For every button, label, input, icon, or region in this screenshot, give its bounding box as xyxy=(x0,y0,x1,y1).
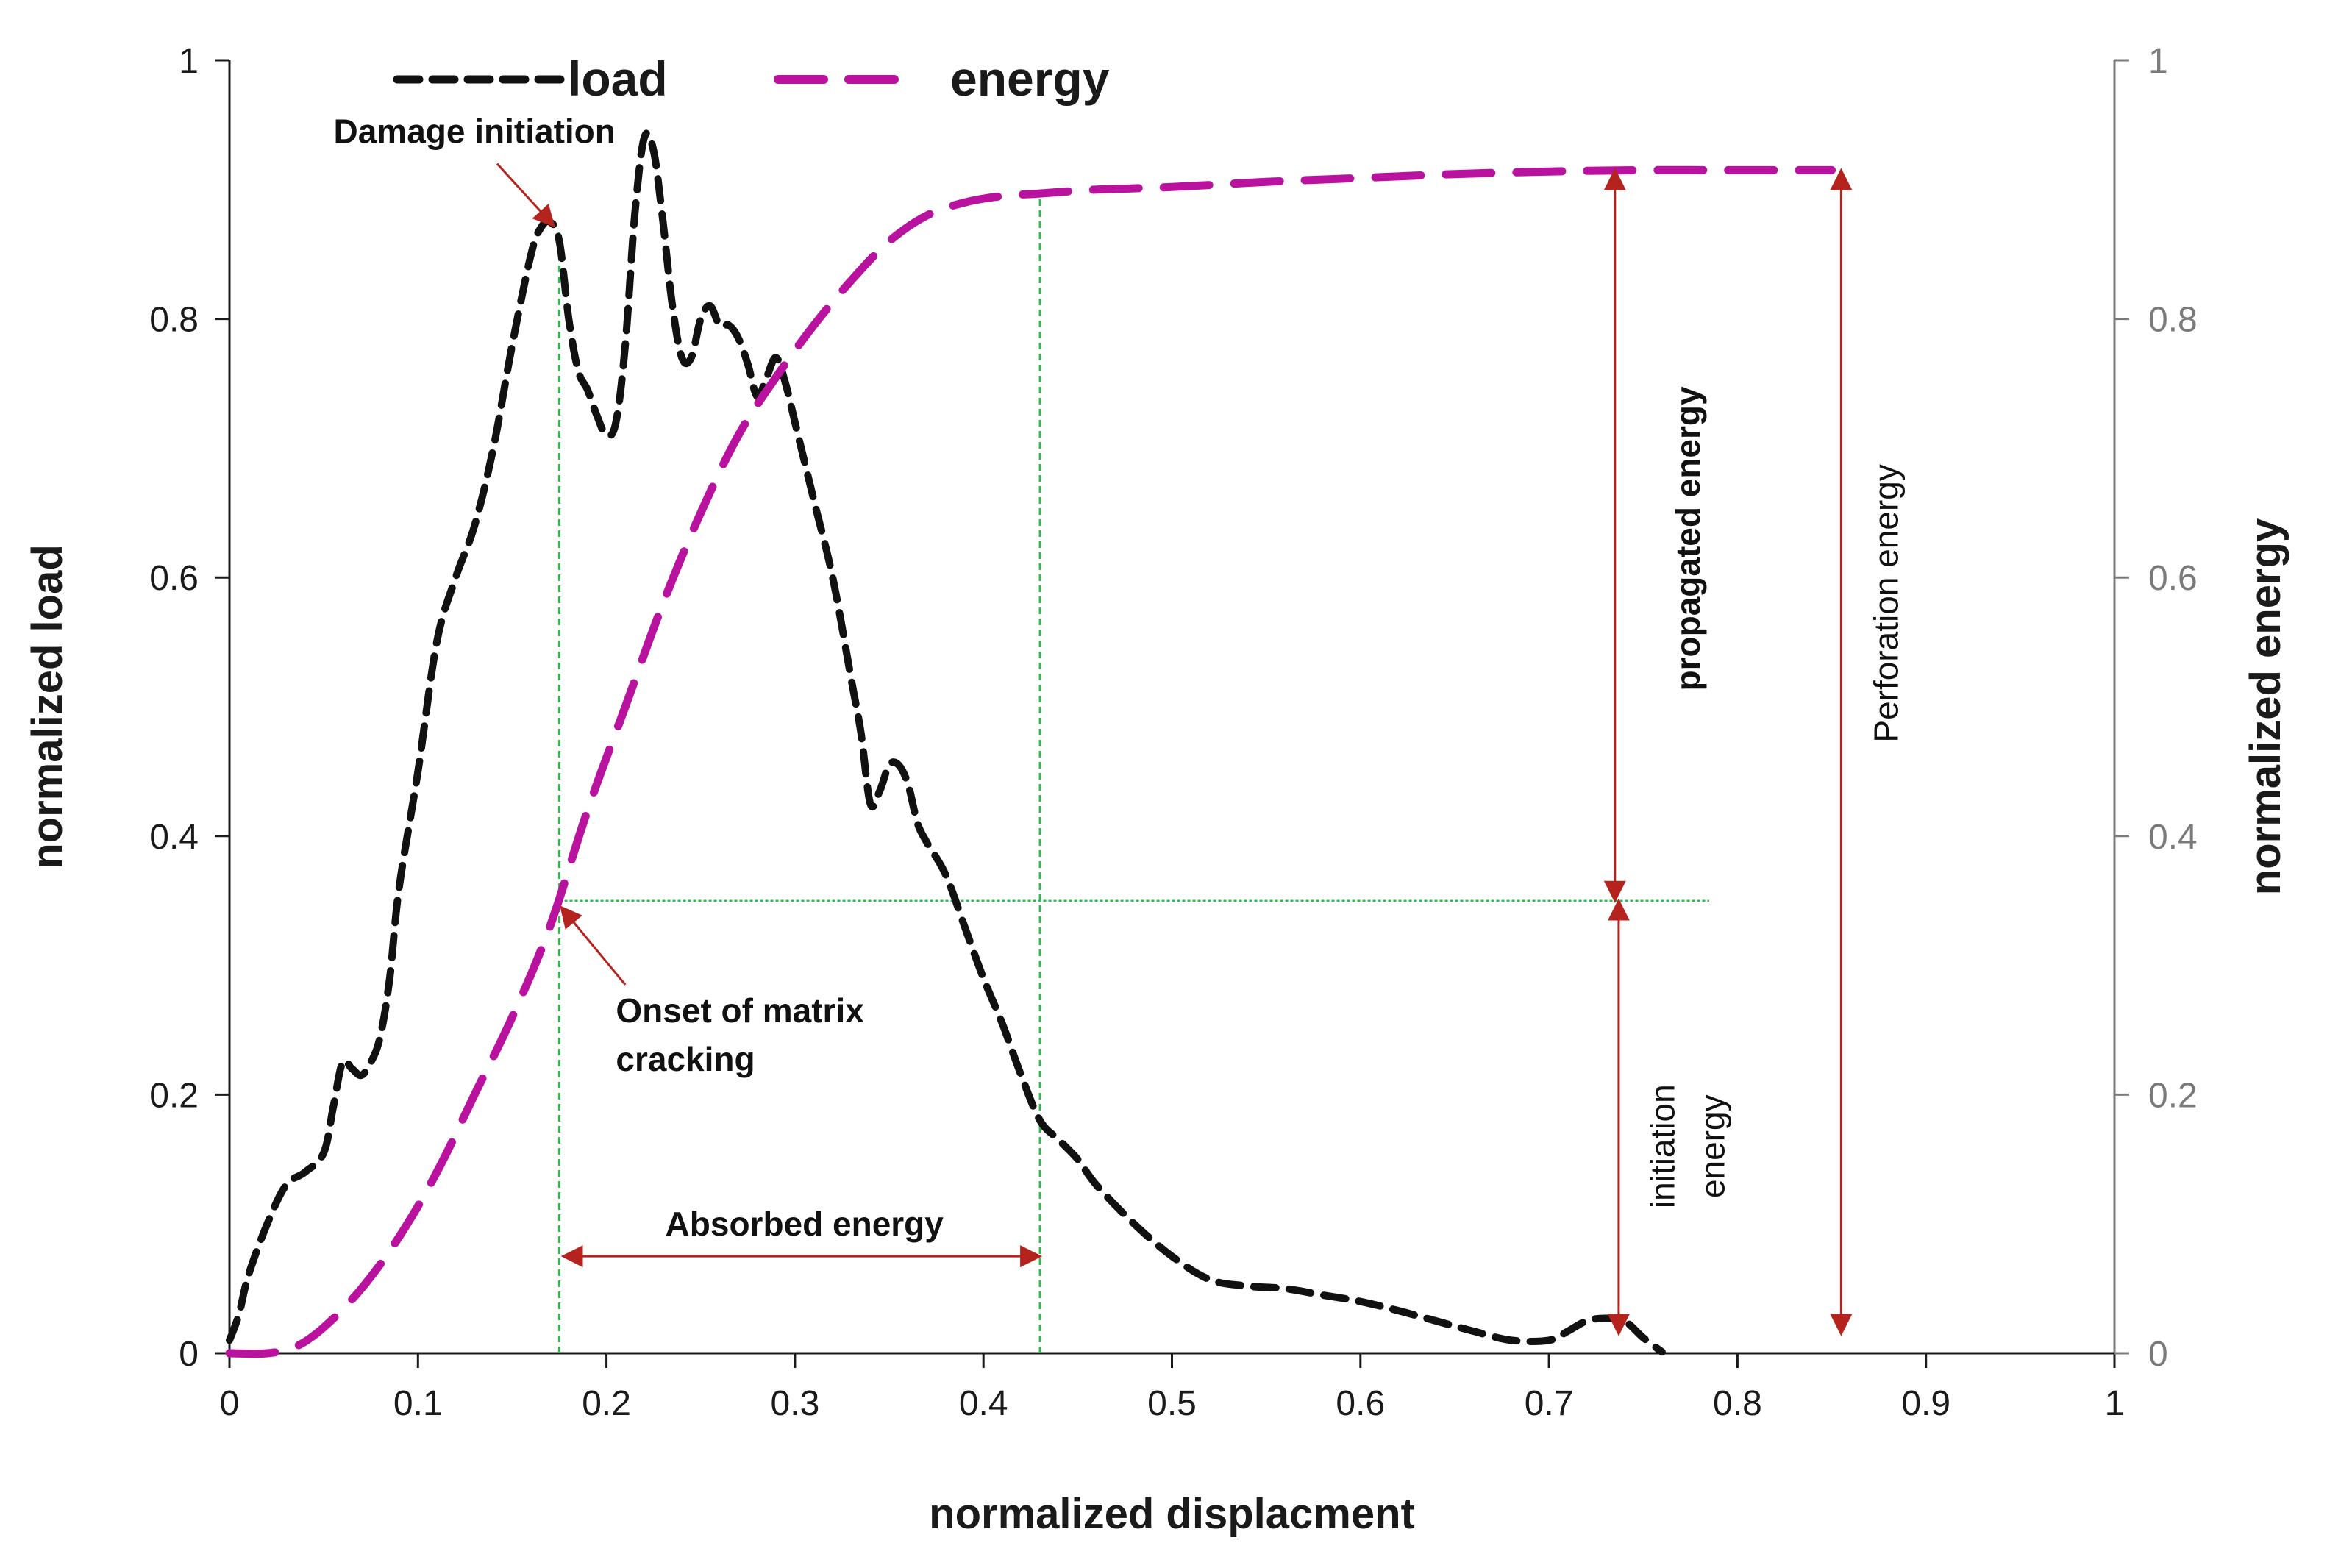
y-tick-label-right: 0.8 xyxy=(2148,301,2198,340)
guide-lines xyxy=(558,189,1709,1353)
series-line-load xyxy=(226,129,1666,1356)
y-tick-label-right: 0.6 xyxy=(2148,559,2198,598)
x-tick-label: 0.4 xyxy=(959,1384,1008,1423)
x-tick-label: 0.3 xyxy=(771,1384,820,1423)
annotation-initiation-energy-line1: initiation xyxy=(1643,1084,1681,1208)
annotation-onset-matrix-cracking-line2: cracking xyxy=(616,1040,755,1078)
y-axis-title-left: normalized load xyxy=(24,544,71,869)
y-axis-title-right: normalized energy xyxy=(2242,518,2289,895)
x-tick-label: 0.5 xyxy=(1147,1384,1197,1423)
y-tick-label-right: 0 xyxy=(2148,1335,2168,1374)
y-tick-label-left: 0.8 xyxy=(149,301,199,340)
x-tick-label: 0.6 xyxy=(1336,1384,1385,1423)
annotation-perforation-energy: Perforation energy xyxy=(1867,464,1905,742)
x-tick-label: 1 xyxy=(2105,1384,2125,1423)
annotation-onset-matrix-cracking-line1: Onset of matrix xyxy=(616,991,864,1030)
annotation-arrow-onset-matrix-cracking xyxy=(560,905,627,986)
y-tick-label-right: 0.2 xyxy=(2148,1076,2198,1115)
x-tick-label: 0.1 xyxy=(393,1384,443,1423)
y-tick-label-left: 0.2 xyxy=(149,1076,199,1115)
y-tick-label-left: 0.6 xyxy=(149,559,199,598)
annotations: Damage initiation Onset of matrix cracking… xyxy=(333,113,1905,1336)
x-axis-title: normalized displacment xyxy=(929,1490,1415,1538)
x-tick-label: 0.7 xyxy=(1525,1384,1574,1423)
annotation-propagated-energy: propagated energy xyxy=(1669,386,1707,691)
x-tick-label: 0.8 xyxy=(1713,1384,1762,1423)
series-layer xyxy=(225,129,1836,1358)
x-tick-label: 0.9 xyxy=(1901,1384,1950,1423)
annotation-arrow-damage-initiation xyxy=(496,163,555,228)
y-tick-label-left: 0.4 xyxy=(149,818,199,857)
x-tick-label: 0.2 xyxy=(582,1384,631,1423)
annotation-absorbed-energy: Absorbed energy xyxy=(666,1205,944,1243)
series-line-energy xyxy=(225,165,1836,1358)
y-tick-label-left: 0 xyxy=(179,1335,199,1374)
annotation-initiation-energy-line2: energy xyxy=(1693,1094,1731,1198)
legend-label-energy: energy xyxy=(950,51,1110,106)
y-tick-label-right: 1 xyxy=(2148,42,2168,81)
annotation-damage-initiation: Damage initiation xyxy=(333,113,615,151)
y-tick-label-right: 0.4 xyxy=(2148,818,2198,857)
legend: load energy xyxy=(393,51,1110,106)
y-tick-label-left: 1 xyxy=(179,42,199,81)
axes: 0 0.1 0.2 0.3 0.4 0.5 0.6 0.7 0.8 0.9 100.20.40.60… xyxy=(24,42,2289,1538)
x-tick-label: 0 xyxy=(220,1384,240,1423)
legend-label-load: load xyxy=(568,51,668,106)
